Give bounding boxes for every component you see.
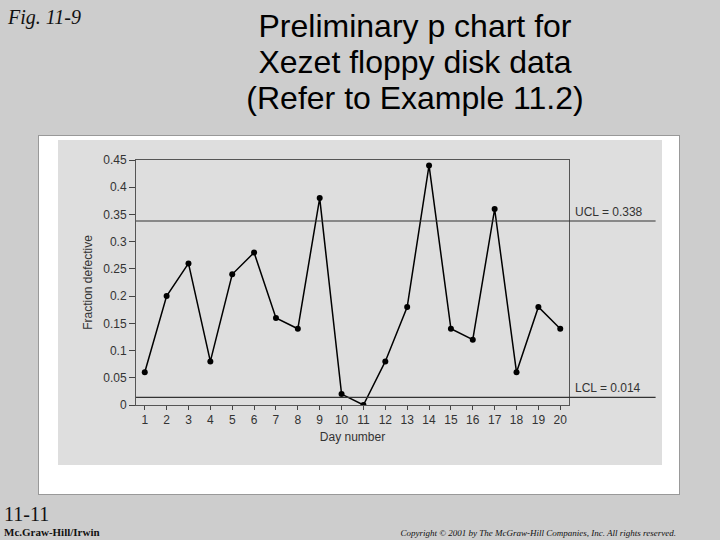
svg-text:12: 12 bbox=[379, 413, 393, 427]
svg-text:10: 10 bbox=[335, 413, 349, 427]
svg-text:0: 0 bbox=[120, 398, 127, 412]
svg-text:18: 18 bbox=[510, 413, 524, 427]
svg-text:15: 15 bbox=[444, 413, 458, 427]
html-text:Preliminary p chart for: Preliminary p chart for bbox=[258, 8, 572, 44]
svg-text:0.1: 0.1 bbox=[110, 344, 127, 358]
svg-text:0.2: 0.2 bbox=[110, 289, 127, 303]
svg-text:Day number: Day number bbox=[320, 430, 385, 444]
svg-text:19: 19 bbox=[532, 413, 546, 427]
svg-text:8: 8 bbox=[294, 413, 301, 427]
svg-text:2: 2 bbox=[163, 413, 170, 427]
html-text:11-11: 11-11 bbox=[4, 503, 50, 525]
html-text:Fig. 11-9: Fig. 11-9 bbox=[8, 6, 81, 28]
svg-text:Fraction defective: Fraction defective bbox=[81, 235, 95, 330]
svg-text:5: 5 bbox=[229, 413, 236, 427]
html-text:Mc.Graw-Hill/Irwin: Mc.Graw-Hill/Irwin bbox=[4, 526, 100, 538]
svg-text:0.25: 0.25 bbox=[103, 262, 127, 276]
svg-text:0.05: 0.05 bbox=[103, 371, 127, 385]
svg-text:16: 16 bbox=[466, 413, 480, 427]
svg-text:0.3: 0.3 bbox=[110, 235, 127, 249]
svg-text:0.4: 0.4 bbox=[110, 180, 127, 194]
svg-text:0.35: 0.35 bbox=[103, 208, 127, 222]
svg-text:3: 3 bbox=[185, 413, 192, 427]
svg-text:0.15: 0.15 bbox=[103, 317, 127, 331]
svg-text:17: 17 bbox=[488, 413, 502, 427]
html-text:Copyright © 2001 by The McGraw: Copyright © 2001 by The McGraw-Hill Comp… bbox=[400, 528, 676, 538]
svg-text:9: 9 bbox=[316, 413, 323, 427]
svg-text:1: 1 bbox=[141, 413, 148, 427]
svg-text:20: 20 bbox=[554, 413, 568, 427]
svg-text:11: 11 bbox=[357, 413, 370, 427]
svg-text:0.45: 0.45 bbox=[103, 153, 127, 167]
svg-text:4: 4 bbox=[207, 413, 214, 427]
svg-text:7: 7 bbox=[273, 413, 280, 427]
svg-text:UCL = 0.338: UCL = 0.338 bbox=[575, 205, 643, 219]
svg-text:6: 6 bbox=[251, 413, 258, 427]
svg-text:14: 14 bbox=[422, 413, 436, 427]
svg-text:LCL = 0.014: LCL = 0.014 bbox=[575, 381, 641, 395]
html-text:(Refer to Example 11.2): (Refer to Example 11.2) bbox=[246, 80, 584, 116]
svg-text:13: 13 bbox=[400, 413, 414, 427]
html-text:Xezet floppy disk data: Xezet floppy disk data bbox=[258, 44, 572, 80]
